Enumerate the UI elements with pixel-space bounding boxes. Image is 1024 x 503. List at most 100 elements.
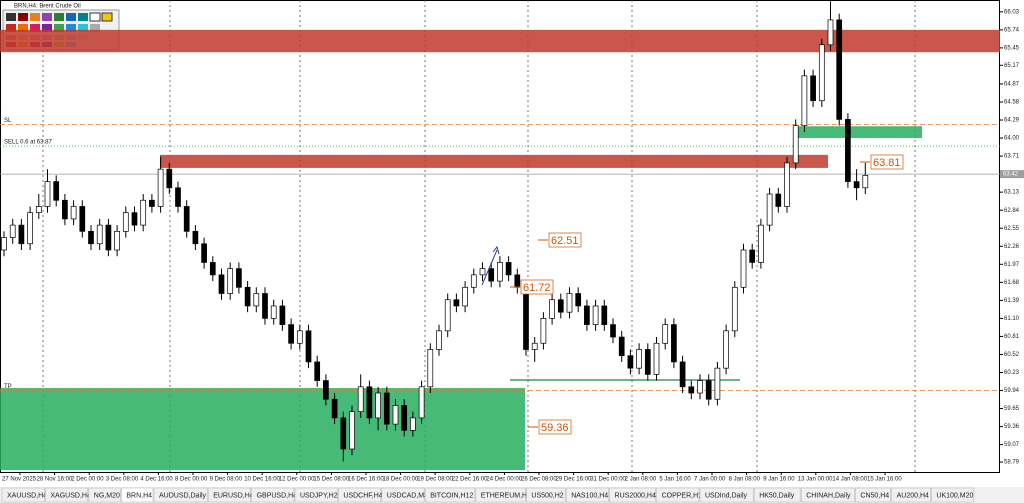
candle-body <box>157 168 164 207</box>
tab[interactable] <box>891 487 931 503</box>
candle-body <box>366 386 373 419</box>
level-label: SL <box>4 118 12 124</box>
tab[interactable] <box>338 487 382 503</box>
tab-label[interactable]: US500,H2 <box>531 492 563 499</box>
tab[interactable] <box>88 487 121 503</box>
x-tick-label: 8 Jan 08:00 <box>729 477 761 483</box>
tab-label[interactable]: UK100,M20 <box>936 492 973 499</box>
candle-body <box>253 293 260 307</box>
y-tick-label: 62.84 <box>1004 208 1020 214</box>
tab-label[interactable]: XAGUSD,H4 <box>50 492 91 499</box>
annotation-box <box>538 419 572 435</box>
tab[interactable] <box>656 487 700 503</box>
period-separators <box>42 0 916 472</box>
y-tick-label: 59.94 <box>1004 388 1020 394</box>
candle-body <box>627 355 634 369</box>
tab-label[interactable]: BRN,H4 <box>126 492 152 499</box>
tab[interactable] <box>565 487 609 503</box>
x-tick-label: 26 Dec 08:00 <box>521 477 557 483</box>
chart-layer: 66.03 65.74 65.45 65.17 64.87 64.58 64.29 64.00… <box>0 1 1024 483</box>
y-tick-label: 64.58 <box>1004 100 1020 106</box>
x-tick-label: 27 Nov 2025 <box>2 477 37 483</box>
level-label: TP <box>4 384 12 390</box>
candle-body <box>288 324 294 344</box>
x-tick-label: 5 Jan 16:00 <box>659 477 691 483</box>
tab[interactable] <box>207 487 251 503</box>
candle-body <box>792 125 799 164</box>
candle-body <box>740 249 747 288</box>
tab[interactable] <box>45 487 89 503</box>
tab-label[interactable]: XAUUSD,H4 <box>7 492 47 499</box>
tab-label[interactable]: RUS2000,H4 <box>615 492 656 499</box>
tab-label[interactable]: NG,M20 <box>94 492 120 499</box>
annotation-box <box>870 154 904 170</box>
x-tick-label: 10 Dec 16:00 <box>244 477 280 483</box>
y-tick-label: 58.79 <box>1004 460 1020 466</box>
candle-body <box>1 237 7 251</box>
candle-body <box>584 305 590 325</box>
tab-label[interactable]: BITCOIN,H12 <box>430 492 473 499</box>
y-tick-label: 65.45 <box>1004 45 1020 51</box>
tab[interactable] <box>855 487 891 503</box>
x-tick-label: 13 Jan 00:00 <box>798 477 833 483</box>
plot-frame <box>0 0 1000 473</box>
tab[interactable] <box>1 487 45 503</box>
tab[interactable] <box>609 487 656 503</box>
candle-body <box>488 268 495 282</box>
x-tick-label: 9 Dec 08:00 <box>210 477 243 483</box>
candle-body <box>340 417 347 450</box>
level-label: SELL 0.6 at 63.87 <box>4 140 52 146</box>
candle-body <box>218 274 225 294</box>
tab[interactable] <box>381 487 425 503</box>
tab-label[interactable]: USDInd,Daily <box>705 492 748 499</box>
candle-body <box>236 268 242 288</box>
candle-body <box>262 293 268 319</box>
tab-label[interactable]: CHINAH,Daily <box>806 492 851 499</box>
candle-body <box>644 349 651 375</box>
tab-label[interactable]: CN50,H4 <box>860 492 889 499</box>
tab-label[interactable]: AUDUSD,Daily <box>159 492 207 499</box>
candle-body <box>731 286 738 332</box>
tab[interactable] <box>475 487 526 503</box>
candle-body <box>314 361 321 381</box>
tab-label[interactable]: USDJPY,H2 <box>300 492 338 499</box>
tab-label[interactable]: AU200,H4 <box>897 492 929 499</box>
candle-body <box>610 324 616 338</box>
y-tick-label: 61.39 <box>1004 298 1020 304</box>
tab-label[interactable]: GBPUSD,H4 <box>257 492 298 499</box>
tab[interactable] <box>526 487 566 503</box>
y-tick-label: 65.74 <box>1004 27 1020 33</box>
tab[interactable] <box>153 487 208 503</box>
candle-body <box>357 386 364 413</box>
candle-body <box>392 405 399 425</box>
candle-body <box>296 330 303 344</box>
zone <box>795 126 922 139</box>
tab-label[interactable]: HK50,Daily <box>759 492 795 499</box>
tab[interactable] <box>121 487 154 503</box>
candle-body <box>549 299 555 319</box>
arrow <box>481 245 500 286</box>
tab[interactable] <box>800 487 855 503</box>
candle-body <box>383 392 390 425</box>
tab[interactable] <box>699 487 754 503</box>
candle-body <box>140 199 147 226</box>
tab-label[interactable]: EURUSD,H4 <box>213 492 254 499</box>
tab[interactable] <box>251 487 295 503</box>
candle-body <box>323 380 329 400</box>
tab[interactable] <box>753 487 801 503</box>
tab-label[interactable]: COPPER,H1 <box>662 492 703 499</box>
tab[interactable] <box>931 487 975 503</box>
candle-body <box>270 305 277 319</box>
x-tick-label: 29 Dec 16:00 <box>556 477 592 483</box>
x-tick-label: 7 Jan 00:00 <box>694 477 726 483</box>
tab-label[interactable]: NAS100,H4 <box>571 492 608 499</box>
tab-label[interactable]: USDCHF,H4 <box>343 492 382 499</box>
zone <box>0 29 1000 53</box>
candle-body <box>175 187 181 207</box>
tab[interactable] <box>294 487 338 503</box>
tab[interactable] <box>424 487 476 503</box>
tab-label[interactable]: ETHEREUM,H4 <box>481 492 531 499</box>
candle-body <box>671 324 677 363</box>
y-tick-label: 59.36 <box>1004 424 1020 430</box>
tab-label[interactable]: USDCAD,M3 <box>387 492 428 499</box>
